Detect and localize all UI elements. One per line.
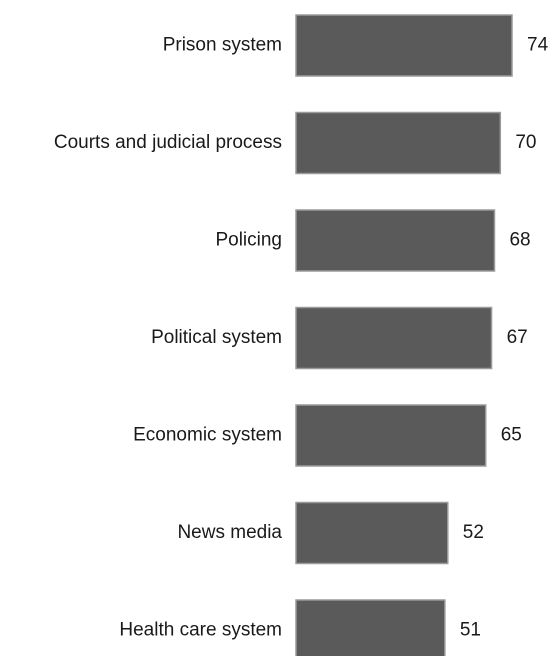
bar-news-media [295, 501, 449, 565]
bar-political-system [295, 306, 493, 370]
category-label-policing: Policing [215, 230, 282, 251]
value-label-courts-and-judicial-process: 70 [515, 132, 536, 153]
category-label-prison-system: Prison system [163, 35, 282, 56]
bar-prison-system [295, 14, 513, 77]
category-label-courts-and-judicial-process: Courts and judicial process [54, 132, 282, 153]
value-label-news-media: 52 [463, 522, 484, 543]
bar-policing [295, 209, 496, 272]
value-label-policing: 68 [509, 230, 530, 251]
category-label-news-media: News media [177, 522, 282, 543]
bar-health-care-system [295, 599, 446, 656]
category-label-health-care-system: Health care system [119, 620, 282, 641]
value-label-economic-system: 65 [501, 425, 522, 446]
value-label-prison-system: 74 [527, 35, 549, 56]
bar-economic-system [295, 404, 487, 467]
value-label-political-system: 67 [507, 327, 528, 348]
bar-courts-and-judicial-process [295, 111, 502, 175]
category-label-economic-system: Economic system [133, 425, 282, 446]
category-label-political-system: Political system [151, 327, 282, 348]
value-label-health-care-system: 51 [460, 620, 481, 641]
